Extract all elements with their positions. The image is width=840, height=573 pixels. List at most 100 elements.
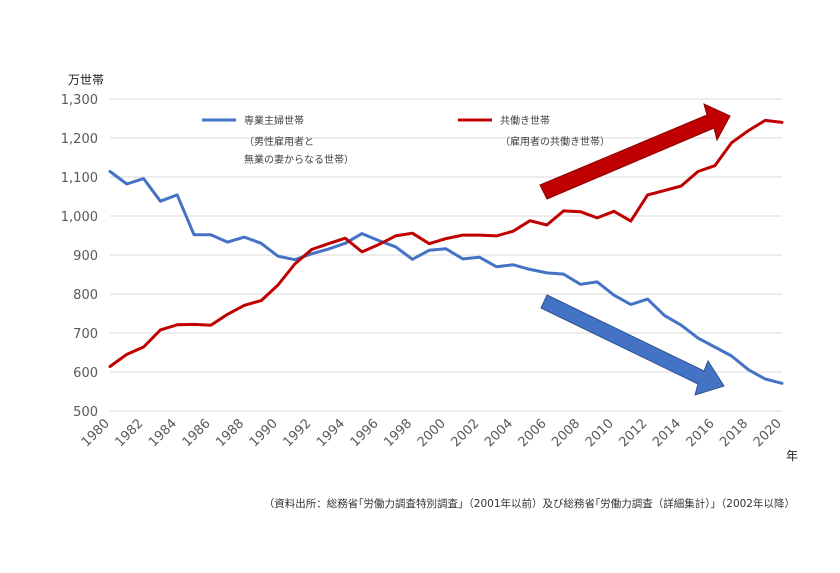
data-point	[495, 265, 498, 268]
data-point	[209, 233, 212, 236]
x-tick-label: 1990	[247, 416, 281, 450]
legend-note-dual-income: （雇用者の共働き世帯）	[500, 135, 610, 148]
data-point	[360, 232, 364, 235]
data-point	[764, 119, 767, 122]
data-point	[226, 313, 229, 316]
data-point	[159, 199, 162, 203]
data-point	[377, 239, 380, 242]
data-point	[612, 293, 616, 297]
data-point	[596, 216, 599, 220]
x-tick-label: 2004	[482, 416, 516, 450]
x-tick-label: 1992	[280, 416, 314, 450]
x-tick-label: 1998	[381, 416, 415, 450]
data-point	[142, 177, 145, 180]
legend-note-housewife-2: 無業の妻からなる世帯）	[244, 153, 354, 166]
data-point	[108, 365, 112, 368]
data-point	[293, 262, 296, 266]
data-point	[713, 164, 716, 167]
data-point	[528, 268, 532, 271]
data-point	[646, 193, 649, 197]
data-point	[192, 323, 196, 326]
legend-label-housewife: 専業主婦世帯	[244, 114, 304, 127]
x-tick-label: 2008	[549, 416, 583, 450]
data-point	[747, 129, 750, 132]
data-point	[629, 219, 632, 223]
data-point	[428, 242, 431, 245]
data-point	[596, 280, 599, 284]
data-point	[411, 258, 414, 261]
y-tick-label: 600	[73, 366, 98, 381]
data-point	[461, 233, 464, 237]
data-point	[176, 323, 179, 327]
x-tick-label: 1996	[348, 416, 382, 450]
x-axis-unit: 年	[786, 449, 798, 463]
x-tick-label: 2010	[583, 416, 617, 450]
data-point	[444, 237, 448, 240]
y-tick-label: 800	[73, 288, 98, 303]
x-tick-label: 1994	[314, 416, 348, 450]
x-tick-label: 2006	[516, 416, 550, 450]
data-point	[293, 258, 296, 261]
x-tick-label: 1982	[112, 416, 146, 450]
x-tick-label: 1980	[79, 416, 113, 450]
data-point	[562, 209, 565, 213]
trend-arrows	[539, 103, 731, 396]
x-tick-label: 1988	[213, 416, 247, 450]
data-point	[344, 237, 347, 240]
data-point	[478, 233, 481, 237]
source-note: （資料出所：総務省｢労働力調査特別調査｣（2001年以前）及び総務省｢労働力調査…	[264, 497, 795, 510]
data-point	[764, 377, 767, 381]
grid	[110, 98, 782, 412]
data-point	[428, 249, 431, 252]
data-point	[730, 141, 733, 144]
data-point	[579, 210, 582, 213]
y-tick-label: 1,000	[61, 210, 98, 225]
data-point	[209, 324, 212, 327]
data-point	[310, 248, 313, 251]
y-axis: 500 600 700 800 900 1,000 1,100 1,200 1,300	[61, 93, 98, 420]
series-line-housewife	[108, 170, 784, 385]
y-tick-label: 900	[73, 249, 98, 264]
data-point	[696, 170, 700, 173]
data-point	[276, 283, 280, 287]
x-tick-label: 2000	[415, 416, 449, 450]
data-point	[394, 234, 397, 238]
data-point	[512, 263, 515, 266]
data-point	[276, 254, 280, 258]
legend: 専業主婦世帯 （男性雇用者と 無業の妻からなる世帯） 共働き世帯 （雇用者の共働…	[202, 114, 610, 166]
x-tick-label: 2014	[650, 416, 684, 450]
data-point	[780, 121, 784, 124]
data-point	[192, 233, 196, 236]
x-tick-label: 1984	[146, 416, 180, 450]
x-tick-label: 2018	[717, 416, 751, 450]
legend-label-dual-income: 共働き世帯	[500, 114, 550, 127]
y-tick-label: 1,100	[61, 171, 98, 186]
data-point	[260, 299, 263, 302]
data-point	[545, 223, 548, 227]
legend-note-housewife-1: （男性雇用者と	[244, 135, 314, 148]
y-tick-label: 500	[73, 405, 98, 420]
data-point	[730, 354, 733, 358]
y-tick-label: 1,300	[61, 93, 98, 108]
data-point	[360, 250, 364, 254]
data-point	[176, 193, 179, 197]
data-point	[377, 243, 380, 246]
data-point	[243, 304, 246, 307]
plot-lines	[108, 118, 784, 385]
down-trend-arrow	[540, 294, 725, 396]
data-point	[780, 382, 784, 385]
series-line-dual-income	[108, 118, 784, 368]
data-point	[125, 182, 128, 186]
y-axis-unit: 万世帯	[68, 73, 104, 87]
x-axis: 1980 1982 1984 1986 1988 1990 1992 1994 1996 1998…	[79, 416, 785, 450]
data-point	[713, 345, 716, 349]
x-tick-label: 2016	[684, 416, 718, 450]
data-point	[108, 170, 112, 173]
data-point	[747, 368, 750, 371]
data-point	[125, 353, 128, 356]
data-point	[545, 271, 548, 275]
up-trend-arrow	[539, 103, 731, 200]
data-point	[243, 235, 246, 239]
y-tick-label: 700	[73, 327, 98, 342]
